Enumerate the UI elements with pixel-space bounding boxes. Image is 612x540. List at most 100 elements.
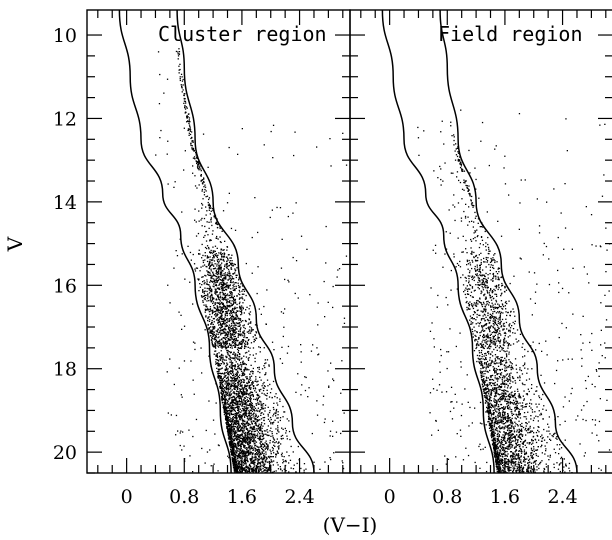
star-point bbox=[182, 84, 184, 86]
star-point bbox=[257, 425, 259, 428]
star-point bbox=[226, 325, 228, 327]
star-point bbox=[229, 440, 231, 443]
star-point bbox=[249, 447, 251, 450]
star-point bbox=[211, 277, 213, 280]
star-point bbox=[459, 159, 461, 161]
star-point bbox=[329, 457, 331, 459]
star-point bbox=[232, 459, 234, 461]
star-point bbox=[229, 429, 232, 432]
star-point bbox=[508, 343, 510, 346]
star-point bbox=[259, 463, 261, 465]
star-point bbox=[235, 446, 237, 448]
star-point bbox=[215, 288, 217, 291]
star-point bbox=[250, 321, 252, 323]
star-point bbox=[263, 433, 265, 435]
star-point bbox=[169, 302, 171, 304]
star-point bbox=[217, 276, 220, 279]
star-point bbox=[479, 270, 481, 273]
star-point bbox=[188, 132, 190, 134]
star-point bbox=[228, 270, 230, 272]
star-point bbox=[252, 395, 254, 398]
star-point bbox=[263, 443, 265, 446]
star-point bbox=[251, 382, 253, 384]
star-point bbox=[231, 403, 234, 405]
star-point bbox=[289, 438, 291, 441]
star-point bbox=[214, 350, 216, 352]
star-point bbox=[208, 267, 211, 269]
star-point bbox=[228, 379, 230, 381]
star-point bbox=[225, 374, 227, 377]
star-point bbox=[266, 379, 269, 381]
star-point bbox=[226, 265, 228, 268]
star-point bbox=[239, 305, 241, 307]
star-point bbox=[243, 333, 246, 335]
star-point bbox=[223, 406, 225, 409]
star-point bbox=[244, 467, 246, 469]
star-point bbox=[206, 260, 209, 263]
star-point bbox=[190, 143, 192, 145]
star-point bbox=[208, 287, 210, 290]
star-point bbox=[252, 471, 254, 473]
star-point bbox=[213, 279, 216, 282]
star-point bbox=[481, 327, 484, 329]
star-point bbox=[265, 458, 268, 460]
star-point bbox=[202, 179, 204, 181]
star-point bbox=[209, 330, 211, 333]
star-point bbox=[245, 427, 247, 429]
star-point bbox=[167, 412, 169, 414]
star-point bbox=[499, 319, 501, 321]
star-point bbox=[209, 240, 211, 242]
star-point bbox=[261, 408, 263, 410]
star-point bbox=[454, 206, 456, 208]
star-point bbox=[211, 208, 214, 210]
star-point bbox=[261, 458, 263, 460]
star-point bbox=[506, 302, 508, 305]
star-point bbox=[248, 412, 250, 414]
star-point bbox=[215, 339, 218, 342]
star-point bbox=[226, 402, 229, 404]
star-point bbox=[166, 371, 168, 373]
star-point bbox=[234, 407, 236, 409]
star-point bbox=[228, 393, 230, 395]
star-point bbox=[189, 121, 191, 123]
star-point bbox=[332, 420, 334, 422]
star-point bbox=[460, 220, 463, 222]
star-point bbox=[217, 444, 220, 446]
star-point bbox=[239, 416, 242, 418]
star-point bbox=[468, 185, 470, 187]
star-point bbox=[336, 276, 338, 278]
star-point bbox=[262, 438, 264, 440]
star-point bbox=[235, 453, 237, 455]
star-point bbox=[208, 271, 210, 274]
star-point bbox=[264, 456, 266, 458]
star-point bbox=[222, 311, 224, 313]
star-point bbox=[233, 396, 236, 398]
star-point bbox=[235, 461, 237, 463]
star-point bbox=[342, 132, 344, 134]
star-point bbox=[466, 260, 469, 263]
star-point bbox=[235, 394, 238, 396]
star-point bbox=[205, 240, 208, 242]
star-point bbox=[214, 303, 216, 305]
star-point bbox=[250, 412, 252, 414]
star-point bbox=[472, 333, 474, 335]
star-point bbox=[262, 465, 264, 468]
star-point bbox=[238, 391, 240, 393]
star-point bbox=[276, 417, 278, 419]
star-point bbox=[305, 376, 307, 379]
star-point bbox=[325, 225, 327, 228]
star-point bbox=[222, 294, 224, 296]
star-point bbox=[262, 407, 264, 409]
star-point bbox=[265, 372, 267, 374]
star-point bbox=[297, 373, 299, 375]
star-point bbox=[239, 385, 241, 387]
star-point bbox=[208, 246, 210, 249]
star-point bbox=[239, 322, 241, 324]
star-point bbox=[264, 374, 266, 376]
star-point bbox=[202, 254, 204, 257]
star-point bbox=[225, 266, 228, 268]
star-point bbox=[213, 256, 215, 258]
star-point bbox=[217, 364, 219, 367]
star-point bbox=[324, 418, 326, 420]
star-point bbox=[234, 414, 236, 416]
